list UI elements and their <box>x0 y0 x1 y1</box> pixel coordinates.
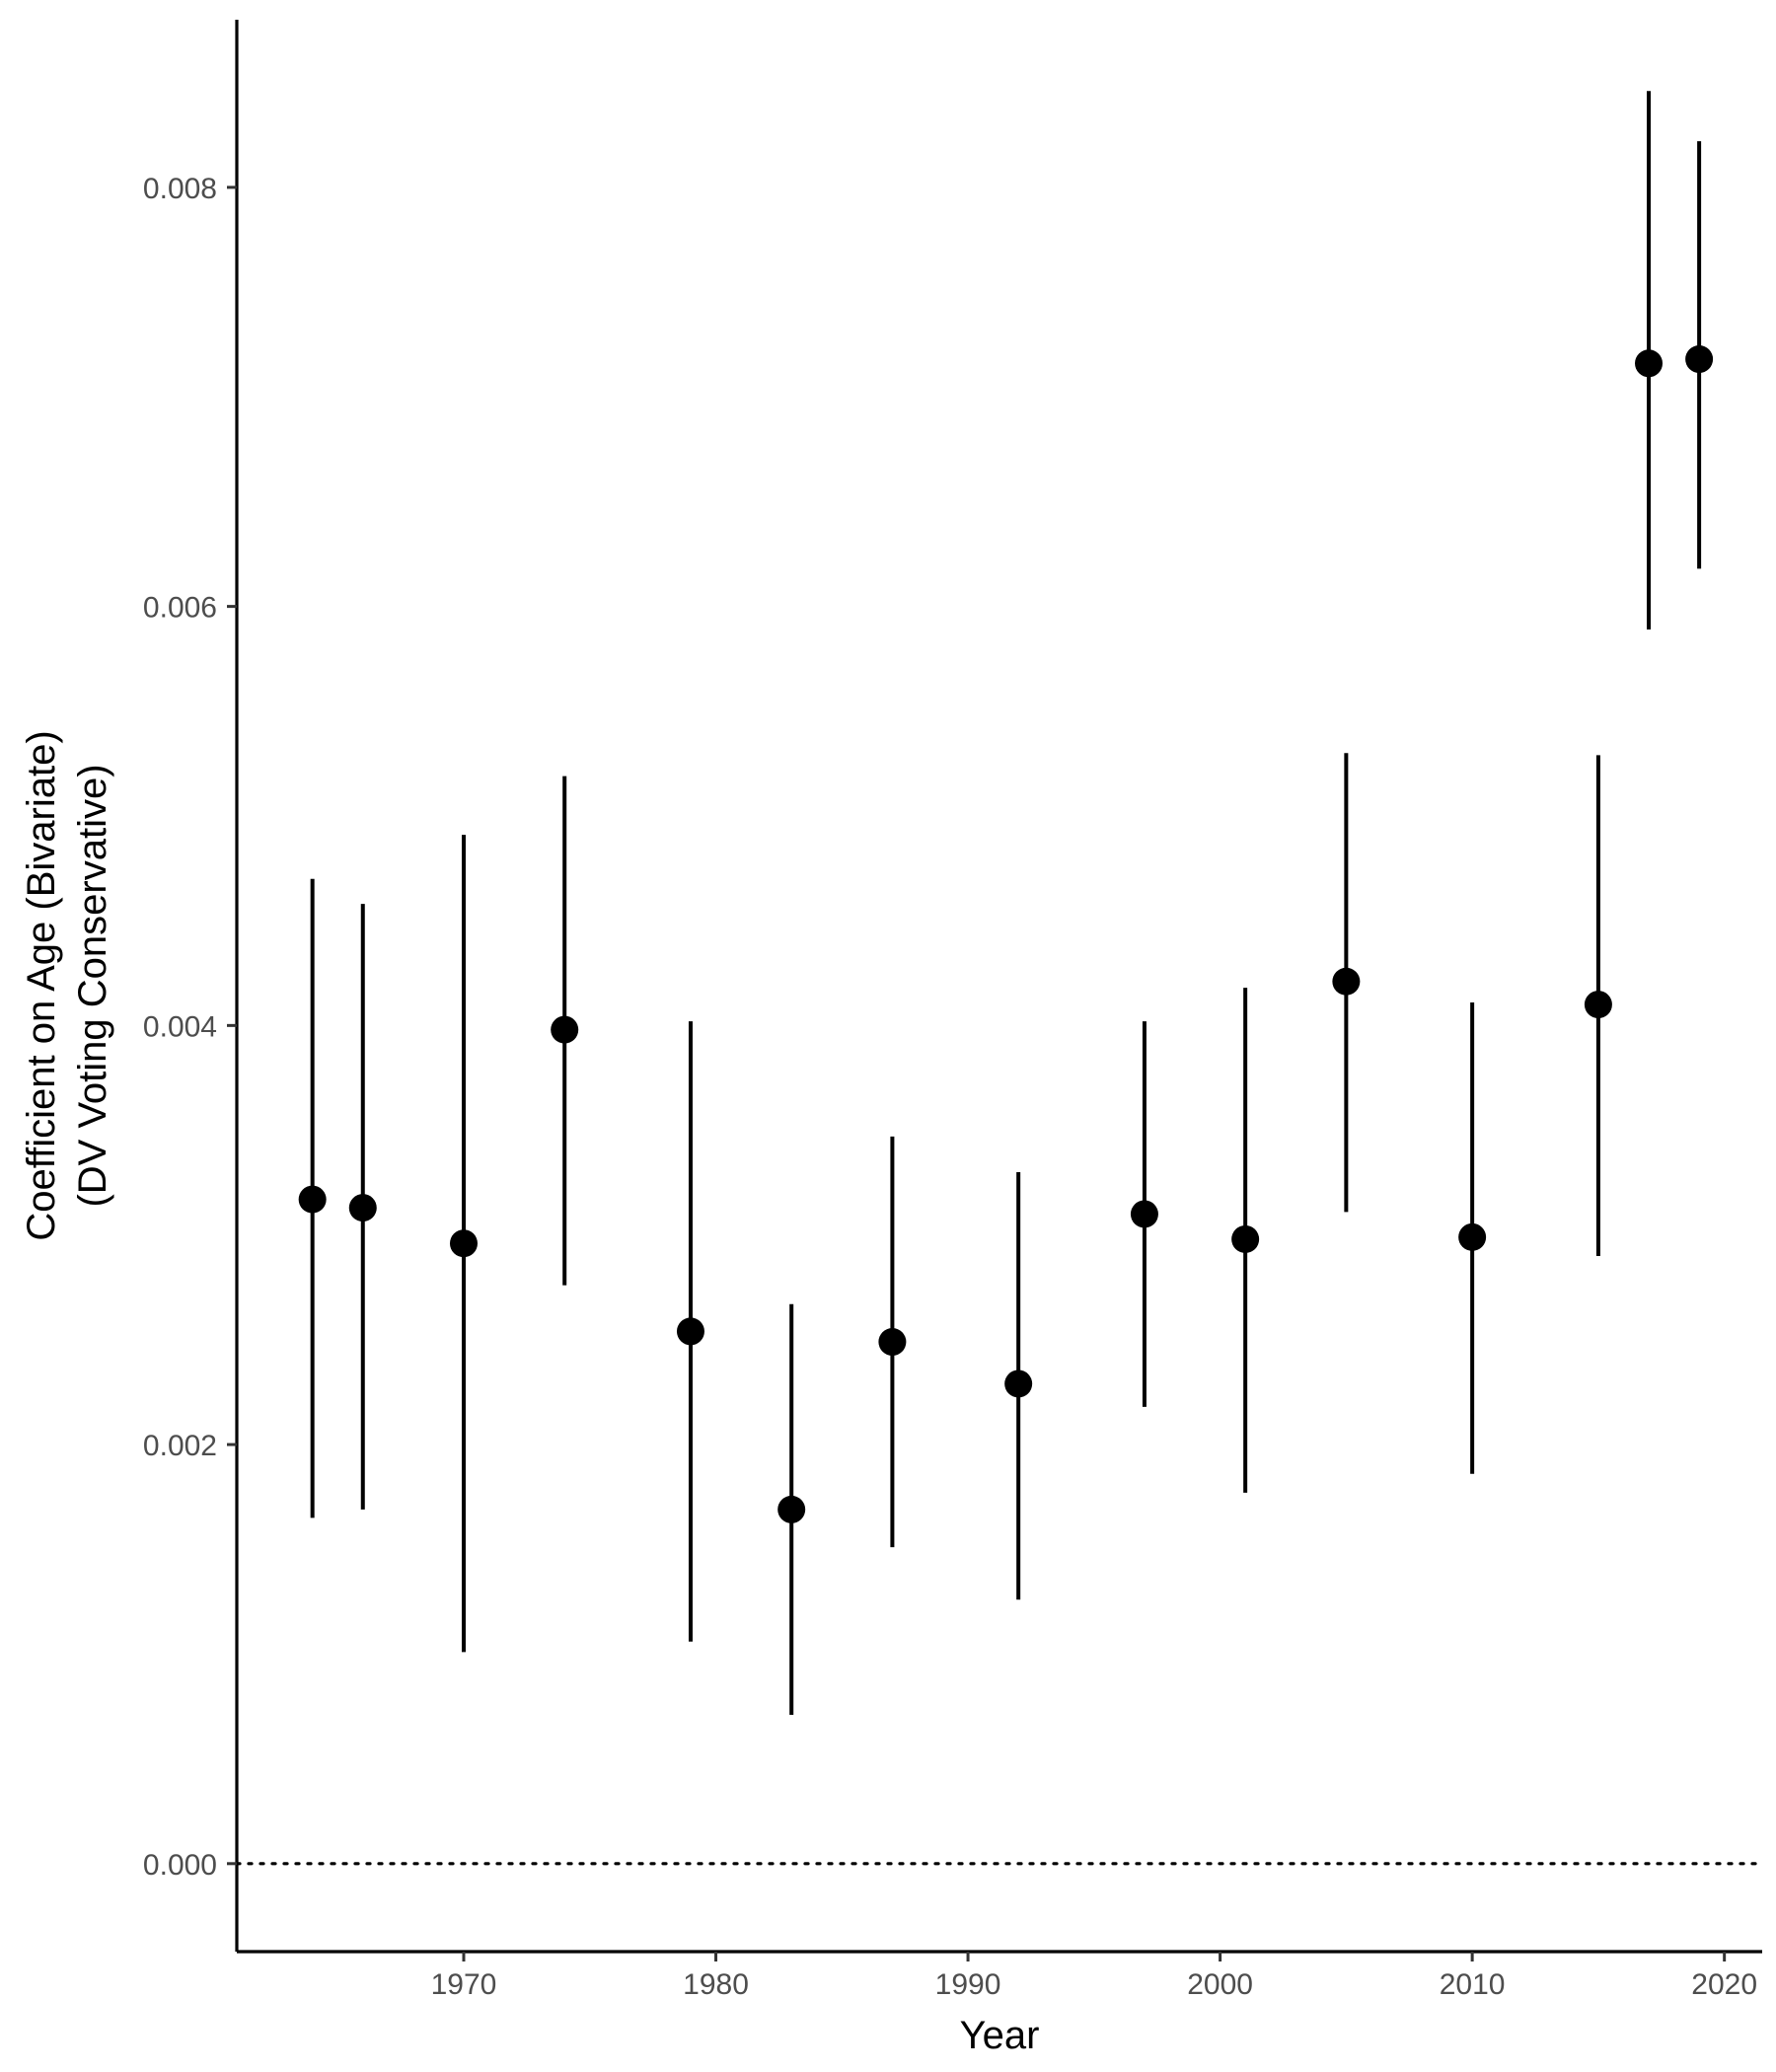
data-point <box>551 1015 579 1044</box>
y-tick-label: 0.000 <box>143 1849 217 1882</box>
data-point <box>777 1495 806 1523</box>
y-axis-title-line-2: (DV Voting Conservative) <box>71 764 114 1207</box>
data-point <box>1004 1369 1033 1398</box>
data-point <box>1231 1224 1260 1253</box>
tick-layer: 1970 1980 1990 2000 2010 2020 0.000 0.002 0.004 0… <box>143 173 1757 2001</box>
y-axis-title-line-1: Coefficient on Age (Bivariate) <box>20 730 63 1240</box>
data-point <box>1635 349 1664 378</box>
data-point <box>1685 345 1714 374</box>
data-point <box>1130 1200 1158 1228</box>
error-bar-layer <box>310 91 1702 1716</box>
data-point <box>1584 991 1612 1019</box>
data-point <box>676 1317 704 1346</box>
y-tick-label: 0.002 <box>143 1430 217 1462</box>
x-tick-label: 2020 <box>1691 1968 1757 2001</box>
axis-layer <box>235 20 1762 1954</box>
x-tick-label: 2010 <box>1440 1968 1506 2001</box>
data-point <box>1458 1222 1487 1251</box>
y-tick-label: 0.008 <box>143 173 217 205</box>
data-point <box>348 1194 377 1222</box>
x-tick-label: 2000 <box>1187 1968 1253 2001</box>
data-point <box>878 1328 907 1357</box>
y-tick-label: 0.004 <box>143 1010 217 1043</box>
x-tick-label: 1970 <box>431 1968 497 2001</box>
x-tick-label: 1990 <box>935 1968 1001 2001</box>
x-axis-title: Year <box>960 2014 1040 2057</box>
data-point <box>1332 967 1361 996</box>
y-tick-label: 0.006 <box>143 592 217 625</box>
data-point <box>449 1229 478 1258</box>
data-point <box>298 1185 327 1214</box>
point-layer <box>298 345 1714 1523</box>
x-tick-label: 1980 <box>683 1968 749 2001</box>
